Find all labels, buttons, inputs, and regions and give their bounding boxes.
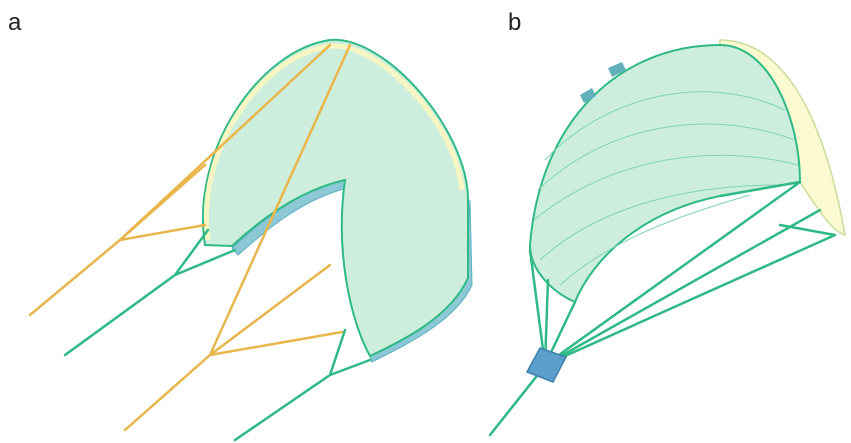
canopy — [203, 40, 468, 356]
panel-label: a — [8, 9, 22, 36]
lines — [65, 230, 235, 355]
canopy — [530, 45, 800, 302]
panel-label: b — [508, 9, 521, 36]
kite-b — [490, 40, 845, 435]
tether — [490, 372, 540, 435]
illustration: a b — [0, 0, 851, 443]
kite-a — [30, 40, 472, 440]
